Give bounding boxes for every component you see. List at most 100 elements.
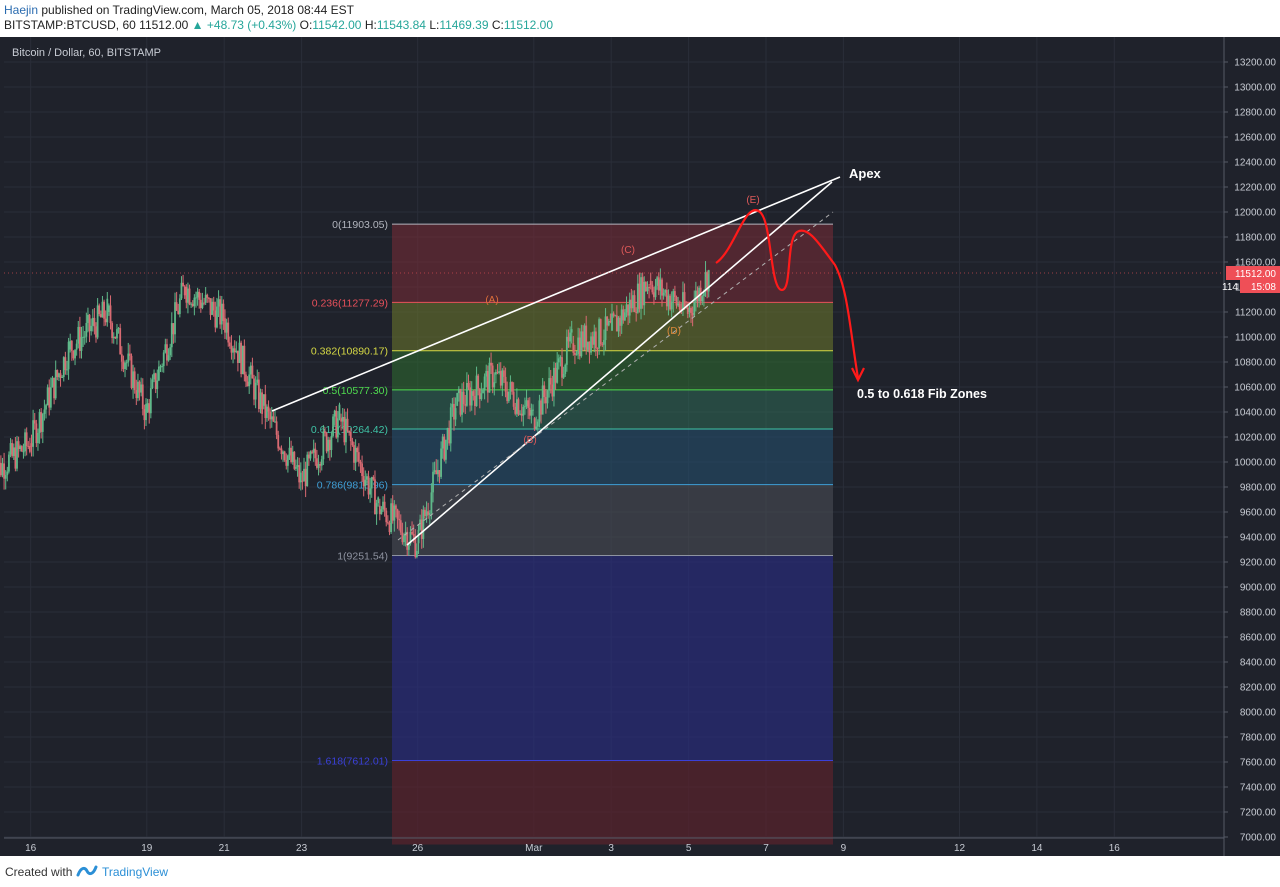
candle-body <box>209 298 212 315</box>
candle-body <box>16 441 18 469</box>
candle-body <box>686 307 689 314</box>
candle-body <box>54 370 57 399</box>
y-tick-label: 10800.00 <box>1234 358 1276 369</box>
published-line: Haejin published on TradingView.com, Mar… <box>4 3 354 17</box>
candle-body <box>564 364 567 374</box>
candle-body <box>11 443 14 457</box>
candle-body <box>6 471 9 476</box>
candle-body <box>12 447 15 457</box>
candle-body <box>295 466 297 469</box>
candle-body <box>303 468 305 482</box>
candle-body <box>103 301 105 319</box>
candle-body <box>643 281 646 306</box>
fib-zone <box>392 555 833 761</box>
candle-body <box>583 325 586 348</box>
candle-body <box>390 503 392 533</box>
y-tick-label: 13000.00 <box>1234 83 1276 94</box>
candle-body <box>574 352 576 355</box>
candle-body <box>362 476 365 486</box>
candle-body <box>677 303 680 306</box>
candle-body <box>0 462 2 476</box>
fib-level-label: 0.236(11277.29) <box>312 297 388 309</box>
candle-body <box>293 451 296 469</box>
candle-body <box>430 492 433 514</box>
candle-body <box>9 443 12 455</box>
candle-body <box>285 460 288 466</box>
candle-body <box>333 410 336 417</box>
fib-retracement[interactable]: 0(11903.05) 0.236(11277.29) 0.382(10890.17… <box>311 219 833 845</box>
candle-body <box>37 432 39 444</box>
candle-body <box>596 348 599 350</box>
fib-level-label: 1(9251.54) <box>337 551 388 563</box>
candle-body <box>120 354 123 362</box>
candle-body <box>577 337 580 355</box>
candle-body <box>538 400 541 422</box>
candle-body <box>422 509 425 539</box>
price-chart[interactable]: 0(11903.05) 0.236(11277.29) 0.382(10890.17… <box>0 37 1280 856</box>
candle-body <box>95 326 97 338</box>
candle-body <box>335 410 338 438</box>
candle-body <box>70 340 73 351</box>
candle-body <box>85 322 88 337</box>
candle-body <box>111 323 114 338</box>
fib-zone <box>392 760 833 845</box>
candle-body <box>332 416 334 436</box>
candle-body <box>514 406 517 414</box>
drawings[interactable]: (A) (B) (C) (D) (E) Apex 0.5 to 0.618 Fib Zone… <box>271 166 987 546</box>
candle-body <box>433 470 436 472</box>
candle-body <box>172 323 175 335</box>
candle-body <box>207 297 210 299</box>
candle-body <box>30 443 33 447</box>
candle-body <box>673 291 676 297</box>
candle-body <box>559 357 562 359</box>
candle-body <box>364 479 367 486</box>
candle-body <box>614 315 617 317</box>
candle-body <box>117 328 120 330</box>
fib-level-label: 0.786(9818.96) <box>317 480 388 492</box>
x-tick-label: 23 <box>296 843 308 854</box>
high-value: 11543.84 <box>376 18 426 32</box>
candle-body <box>524 406 526 408</box>
candle-body <box>312 448 315 453</box>
candle-body <box>32 420 35 447</box>
high-label: H: <box>364 18 377 32</box>
candle-body <box>356 447 359 453</box>
candle-body <box>441 436 444 449</box>
candle-body <box>419 519 422 530</box>
tradingview-link[interactable]: TradingView <box>102 865 169 879</box>
candle-body <box>20 446 23 452</box>
candle-body <box>241 345 244 375</box>
candle-body <box>657 277 660 291</box>
candle-body <box>182 282 184 287</box>
y-tick-label: 8800.00 <box>1240 608 1277 619</box>
y-tick-label: 8600.00 <box>1240 633 1277 644</box>
candle-body <box>406 531 409 550</box>
candle-body <box>232 348 234 353</box>
candle-body <box>187 288 189 303</box>
x-tick-label: 5 <box>686 843 692 854</box>
candle-body <box>588 341 591 353</box>
candle-body <box>62 357 65 377</box>
candle-body <box>472 391 475 396</box>
wave-label: (A) <box>485 295 498 306</box>
candle-body <box>4 475 7 479</box>
candle-body <box>443 436 446 460</box>
author-link[interactable]: Haejin <box>4 3 39 17</box>
candle-body <box>262 394 265 406</box>
candle-body <box>246 381 249 387</box>
candle-body <box>395 505 397 510</box>
candle-body <box>369 488 372 495</box>
candle-body <box>525 400 528 407</box>
candle-body <box>635 312 638 314</box>
wave-label: (C) <box>621 245 635 256</box>
candle-body <box>470 391 473 406</box>
candle-body <box>449 407 452 444</box>
candle-body <box>320 459 323 466</box>
candle-body <box>594 331 597 349</box>
candle-body <box>196 291 199 298</box>
candle-body <box>704 272 707 291</box>
candle-body <box>283 451 286 461</box>
candle-body <box>267 406 270 412</box>
candle-body <box>669 295 671 310</box>
candle-body <box>453 403 455 420</box>
